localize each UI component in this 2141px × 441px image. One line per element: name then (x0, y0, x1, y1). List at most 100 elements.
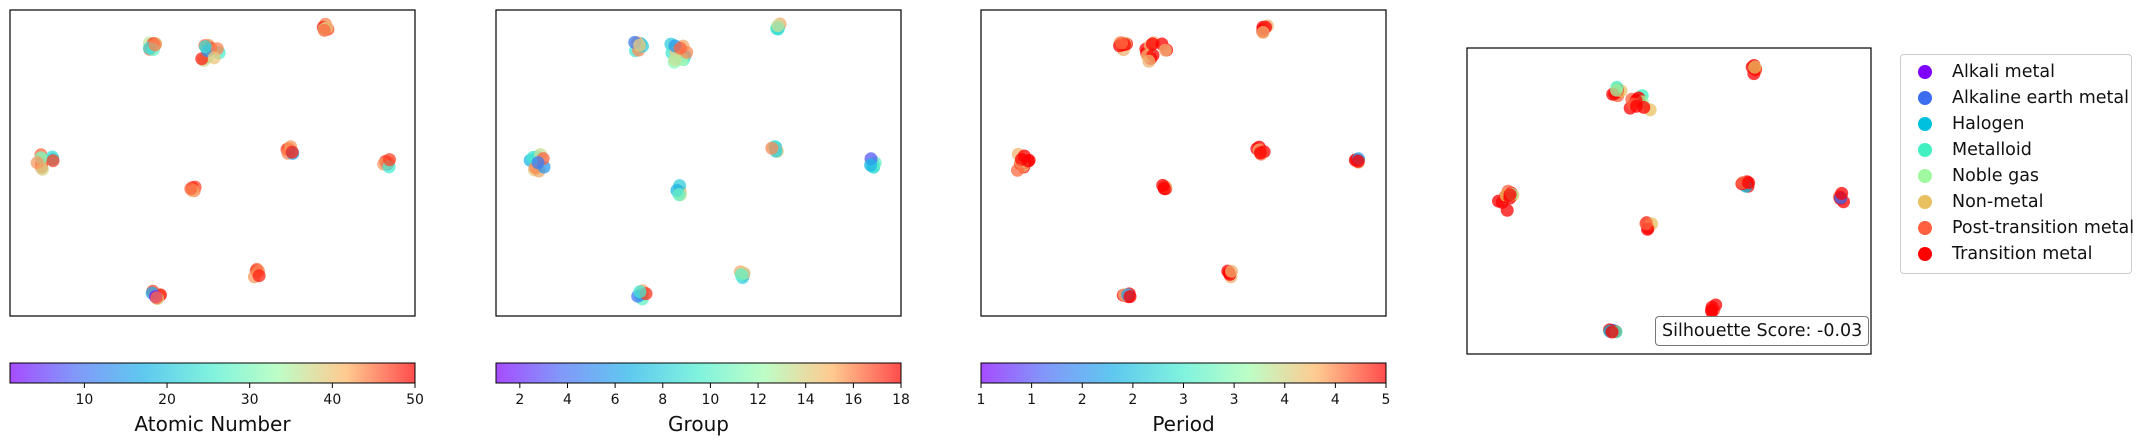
scatter-point (531, 156, 545, 170)
point-cluster (1250, 140, 1271, 161)
scatter-point (771, 19, 785, 33)
chart-panel-group: 2 4 6 8 10 12 14 16 18 Group (495, 9, 910, 436)
point-cluster (1832, 186, 1850, 209)
colorbar-tick-label: 3 (1179, 392, 1188, 408)
legend-item-noble-gas: Noble gas (1901, 163, 2131, 189)
point-cluster (770, 17, 787, 36)
legend-label: Post-transition metal (1952, 218, 2135, 238)
colorbar-tick-label: 18 (892, 392, 910, 408)
colorbar-tick-label: 10 (75, 392, 93, 408)
legend-label: Noble gas (1952, 166, 2040, 186)
scatter-point (1639, 217, 1653, 231)
scatter-point (30, 156, 44, 170)
point-cluster (1735, 175, 1756, 193)
plot-frame (9, 9, 416, 317)
point-cluster (864, 152, 882, 174)
scatter-point (1123, 290, 1137, 304)
scatter-point (252, 269, 266, 283)
colorbar-tick-label: 20 (158, 392, 176, 408)
point-cluster (1348, 152, 1365, 169)
scatter-point (1253, 146, 1267, 160)
scatter-point (198, 40, 212, 54)
chart-panel-category (1466, 47, 1872, 355)
colorbar-tick-label: 4 (563, 392, 572, 408)
colorbar-tick-label: 2 (515, 392, 524, 408)
point-cluster (1623, 89, 1657, 117)
legend-item-metalloid: Metalloid (1901, 137, 2131, 163)
colorbar-tick-label: 4 (1331, 392, 1340, 408)
scatter-point (1748, 60, 1762, 74)
colorbar-tick-label: 1 (1027, 392, 1036, 408)
colorbar-gradient (495, 362, 902, 384)
point-cluster (733, 265, 751, 284)
scatter-point (1157, 182, 1171, 196)
colorbar-tick-label: 16 (844, 392, 862, 408)
plot-frame (1466, 47, 1872, 355)
scatter-point (734, 268, 748, 282)
colorbar-tick-label: 1 (977, 392, 986, 408)
colorbar-tick-label: 5 (1382, 392, 1391, 408)
scatter-point (150, 291, 164, 305)
colorbar-tick-label: 30 (241, 392, 259, 408)
point-cluster (628, 35, 649, 58)
point-cluster (1156, 178, 1173, 196)
point-cluster (1256, 19, 1274, 39)
chart-panel-atomic-number: 10 20 30 40 50 Atomic Number (9, 9, 424, 436)
point-cluster (1492, 184, 1520, 217)
legend-marker (1918, 195, 1932, 209)
legend-item-transition-metal: Transition metal (1901, 241, 2131, 267)
scatter-point (148, 38, 162, 52)
legend-label: Alkali metal (1952, 62, 2055, 82)
colorbar-group: 2 4 6 8 10 12 14 16 18 Group (495, 362, 910, 436)
scatter-point (285, 145, 299, 159)
chart-legend: Alkali metal Alkaline earth metal Haloge… (1900, 54, 2135, 274)
scatter-point (1610, 83, 1624, 97)
legend-item-alkali-metal: Alkali metal (1901, 59, 2131, 85)
chart-panel-period: 1 1 2 2 3 3 4 4 5 Period (977, 9, 1391, 436)
scatter-point (1742, 176, 1756, 190)
legend-marker (1918, 143, 1932, 157)
point-cluster (631, 284, 653, 306)
point-cluster (1113, 36, 1133, 57)
scatter-point (1500, 203, 1514, 217)
scatter-point (383, 153, 396, 167)
colorbar-label: Period (1152, 412, 1214, 436)
scatter-point (1705, 303, 1719, 317)
colorbar-period: 1 1 2 2 3 3 4 4 5 Period (977, 362, 1391, 436)
legend-marker (1918, 91, 1932, 105)
colorbar-label: Group (668, 412, 729, 436)
scatter-point (1021, 154, 1035, 168)
legend-marker (1918, 247, 1932, 261)
legend-marker (1918, 117, 1932, 131)
scatter-point (765, 141, 779, 155)
scatter-point (673, 41, 687, 55)
legend-label: Halogen (1952, 114, 2025, 134)
colorbar-tick-label: 8 (658, 392, 667, 408)
point-cluster (1606, 80, 1628, 103)
legend-marker (1918, 65, 1932, 79)
legend-label: Metalloid (1952, 140, 2032, 160)
point-cluster (30, 148, 60, 176)
scatter-point (1351, 154, 1365, 168)
point-cluster (316, 17, 335, 37)
scatter-point (207, 51, 221, 65)
scatter-point (668, 53, 682, 67)
silhouette-score-annotation: Silhouette Score: -0.03 (1655, 316, 1870, 346)
point-cluster (1705, 298, 1723, 319)
point-cluster (1603, 323, 1623, 339)
scatter-point (1146, 37, 1159, 51)
legend-item-non-metal: Non-metal (1901, 189, 2131, 215)
scatter-point (1158, 43, 1172, 57)
scatter-point (1011, 163, 1024, 177)
colorbar-tick-label: 4 (1280, 392, 1289, 408)
scatter-point (633, 285, 647, 299)
scatter-point (184, 182, 198, 196)
scatter-point (1115, 36, 1128, 50)
colorbar-tick-label: 6 (611, 392, 620, 408)
scatter-point (317, 23, 331, 37)
scatter-point (1637, 100, 1651, 114)
colorbar-tick-label: 12 (749, 392, 767, 408)
scatter-point (1225, 264, 1238, 278)
point-cluster (670, 179, 687, 202)
